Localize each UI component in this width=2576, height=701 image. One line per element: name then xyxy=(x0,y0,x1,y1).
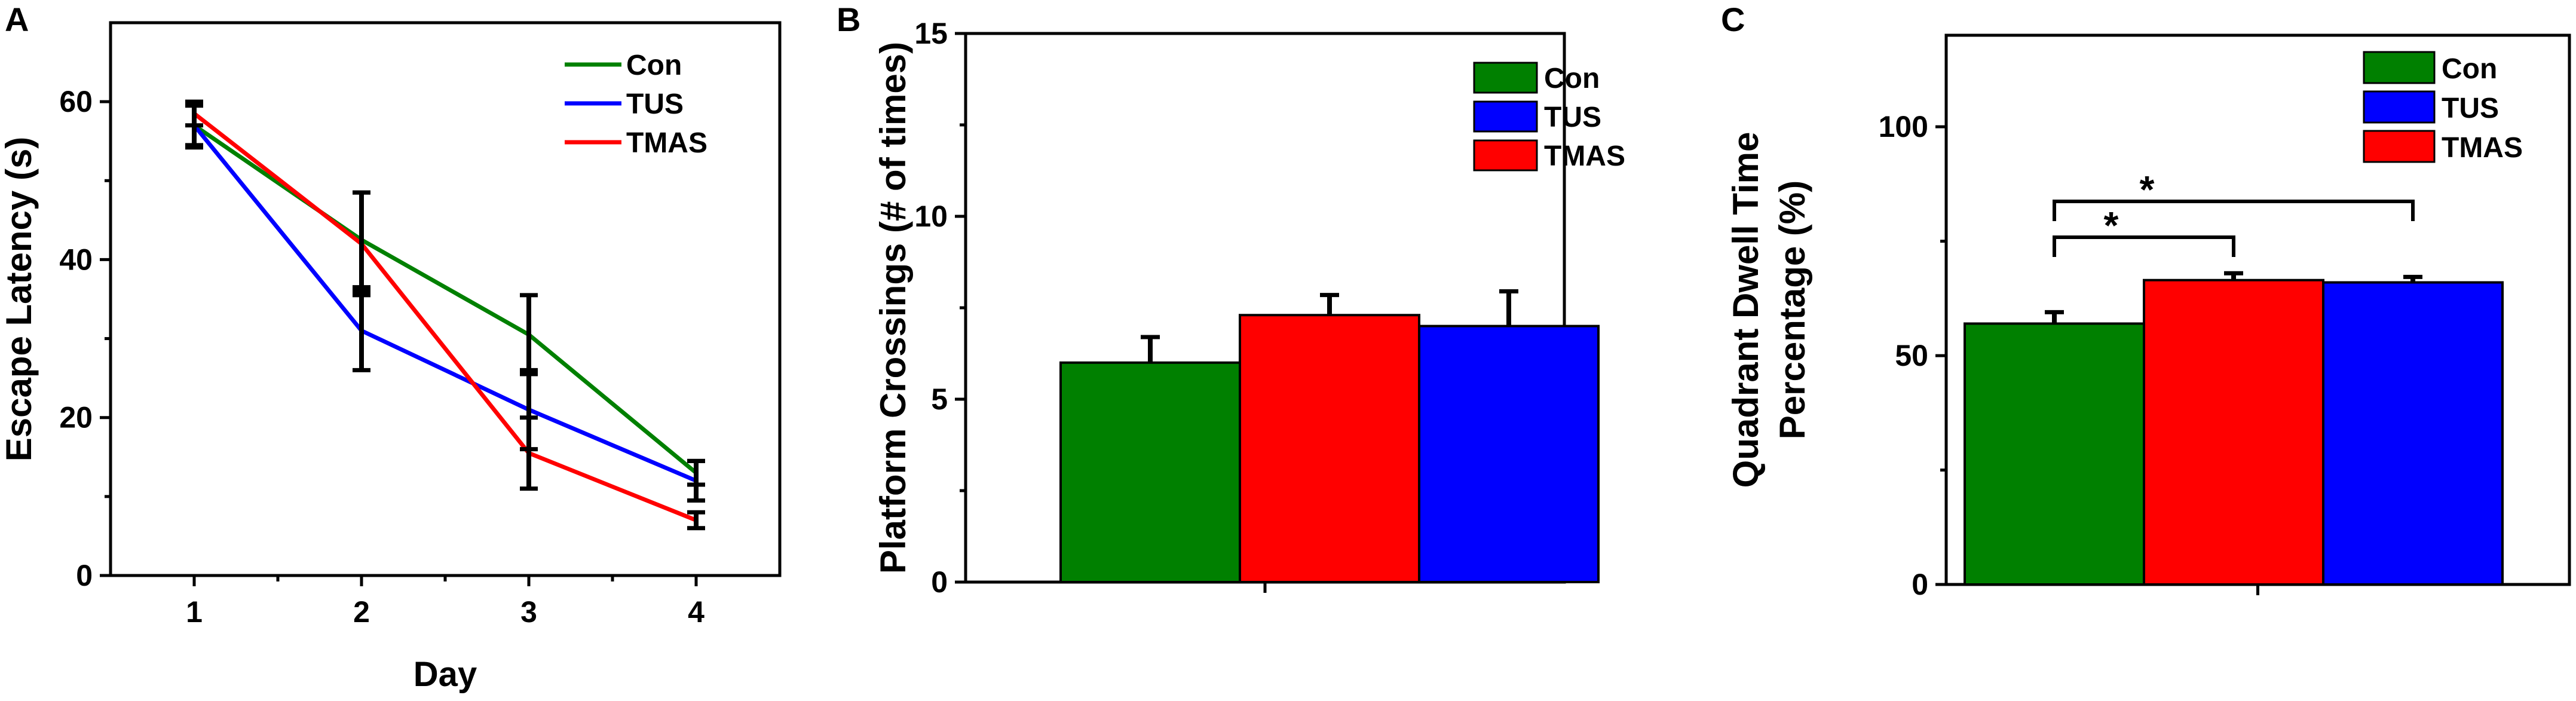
x-tick-label: 2 xyxy=(353,595,370,629)
error-bar-tus xyxy=(1499,289,1518,326)
panel-letter: B xyxy=(837,1,860,38)
x-tick-label: 3 xyxy=(520,595,537,629)
legend-swatch-con xyxy=(2363,51,2436,84)
bar-tus xyxy=(2322,281,2504,586)
legend-swatch-con xyxy=(1473,62,1538,94)
panel-letter: A xyxy=(5,1,29,38)
x-axis-label: Day xyxy=(413,655,477,694)
significance-bracket: * xyxy=(2053,204,2235,257)
y-tick-label: 60 xyxy=(59,85,93,118)
legend-label-con: Con xyxy=(626,50,682,81)
bar-tus xyxy=(1418,325,1600,583)
panel-letter: C xyxy=(1721,1,1745,38)
bar-tmas xyxy=(1239,314,1420,583)
y-axis-label: Percentage (%) xyxy=(1772,180,1812,439)
significance-star: * xyxy=(2104,204,2119,247)
legend-label-con: Con xyxy=(2442,53,2497,85)
y-tick-label: 40 xyxy=(59,243,93,276)
bar-con xyxy=(1964,322,2145,586)
bar-con xyxy=(1059,361,1241,583)
y-tick-label: 5 xyxy=(931,382,948,416)
y-tick-label: 100 xyxy=(1879,110,1928,143)
legend: Con TUS TMAS xyxy=(2363,51,2523,164)
legend-swatch-tmas xyxy=(2363,130,2436,163)
legend-label-tus: TUS xyxy=(2442,93,2499,124)
legend-swatch-tus xyxy=(1473,100,1538,133)
legend-label-tmas: TMAS xyxy=(1544,140,1625,172)
y-tick-label: 10 xyxy=(914,200,948,233)
legend-swatch-tus xyxy=(2363,90,2436,124)
bracket-line xyxy=(2053,235,2235,257)
error-bar-con xyxy=(1141,335,1160,363)
y-axis-label: Quadrant Dwell Time xyxy=(1726,132,1766,488)
y-tick-label: 20 xyxy=(59,401,93,434)
panel-c: C 0 50 100 Quadrant Dwell Time Percentage (%)… xyxy=(1721,1,2571,601)
series-line-con xyxy=(193,123,698,475)
y-tick-label: 0 xyxy=(931,565,948,599)
error-bar-tus xyxy=(353,289,370,372)
significance-brackets: ** xyxy=(2053,168,2415,257)
error-bar-con xyxy=(520,293,538,376)
x-tick-label: 4 xyxy=(688,595,705,629)
x-tick-label: 1 xyxy=(186,595,203,629)
legend: Con TUS TMAS xyxy=(1473,62,1625,172)
error-bar-con xyxy=(2045,310,2064,324)
significance-star: * xyxy=(2140,168,2155,211)
legend-label-con: Con xyxy=(1544,63,1600,94)
error-bar-tmas xyxy=(1320,293,1339,316)
y-tick-label: 50 xyxy=(1895,339,1928,372)
error-bar-tmas xyxy=(353,190,370,298)
error-bar-tmas xyxy=(520,415,538,491)
bracket-line xyxy=(2053,200,2415,221)
y-tick-label: 0 xyxy=(76,559,93,592)
error-bar-tmas xyxy=(185,99,203,128)
y-axis-label: Escape Latency (s) xyxy=(0,137,39,462)
legend: Con TUS TMAS xyxy=(565,50,707,159)
legend-label-tmas: TMAS xyxy=(2442,132,2523,164)
y-axis-label: Platform Crossings (# of times) xyxy=(873,42,913,574)
panel-a: A 0 20 40 60 1 2 3 4 Day Escape Latency (s) Con TUS T… xyxy=(0,1,782,694)
significance-bracket: * xyxy=(2053,168,2415,221)
series-line-tus xyxy=(192,124,697,483)
error-bar-tmas xyxy=(2224,271,2243,280)
legend-label-tus: TUS xyxy=(626,88,684,120)
y-tick-label: 0 xyxy=(1912,568,1928,601)
legend-label-tus: TUS xyxy=(1544,102,1601,133)
y-tick-label: 15 xyxy=(914,17,948,50)
bar-tmas xyxy=(2143,278,2324,586)
error-bar-tmas xyxy=(687,510,705,531)
series-line-tmas xyxy=(192,112,697,522)
legend-swatch-tmas xyxy=(1473,139,1538,172)
error-bar-tus xyxy=(2403,274,2422,283)
error-bar-tus xyxy=(687,458,705,503)
legend-label-tmas: TMAS xyxy=(626,127,707,159)
